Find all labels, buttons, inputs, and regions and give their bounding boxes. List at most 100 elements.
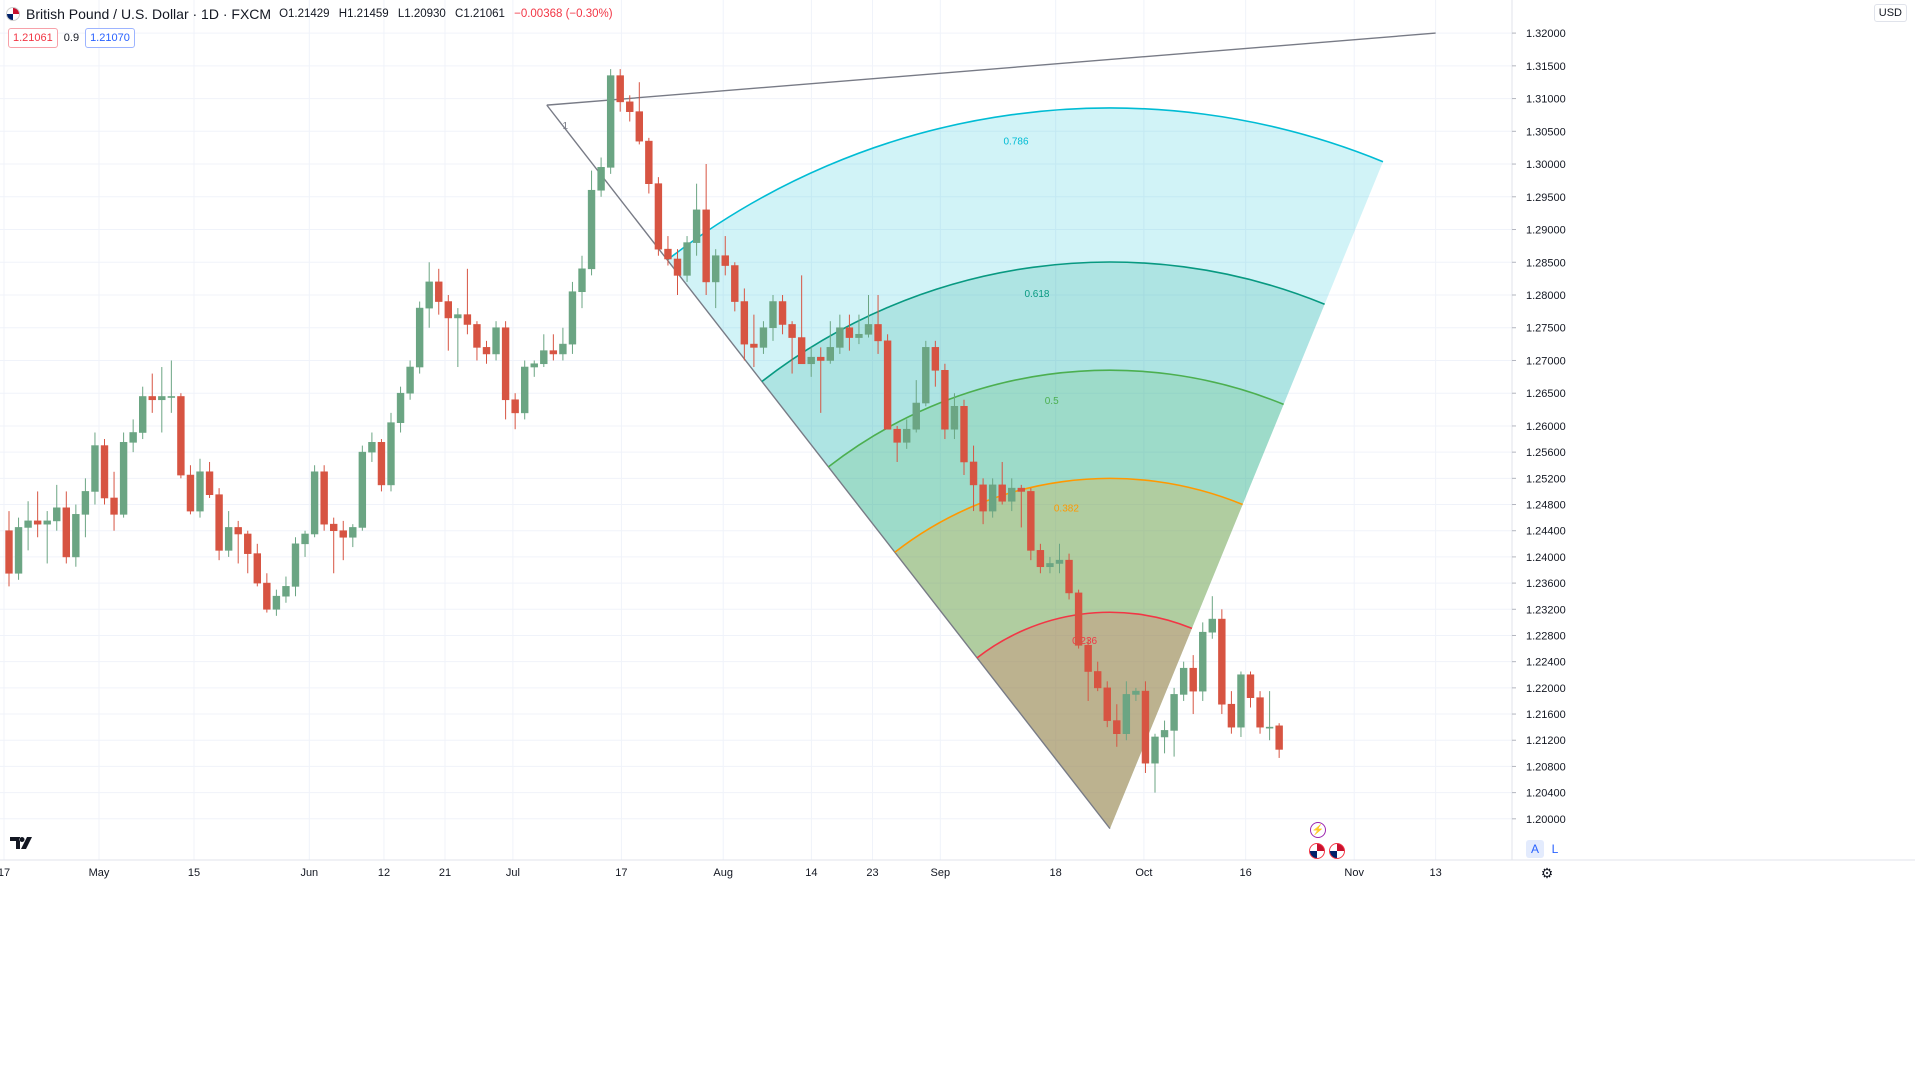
- flag-gb-event-icon[interactable]: [1329, 843, 1345, 859]
- candle-up: [692, 183, 701, 256]
- candle-down: [702, 164, 710, 295]
- candle-up: [711, 249, 720, 309]
- candle-body: [129, 432, 137, 443]
- candle-body: [5, 530, 13, 574]
- candle-body: [540, 350, 548, 365]
- fib-base-line: [546, 104, 1111, 830]
- candle-body: [158, 396, 166, 401]
- candle-body: [177, 396, 185, 476]
- high-value: H1.21459: [338, 8, 389, 20]
- candle-body: [578, 268, 586, 293]
- time-tick-label: 17: [0, 867, 10, 879]
- fib-level-label: 0.618: [1024, 289, 1049, 300]
- candle-body: [224, 527, 233, 551]
- candle-down: [731, 262, 739, 312]
- tradingview-logo-icon[interactable]: [10, 835, 38, 856]
- candle-body: [100, 445, 109, 499]
- log-scale-button[interactable]: L: [1551, 842, 1559, 856]
- candle-down: [1103, 681, 1111, 728]
- candle-body: [1084, 644, 1092, 672]
- candle-up: [119, 432, 128, 518]
- sell-price-button[interactable]: 1.21061: [8, 28, 58, 48]
- candle-body: [941, 369, 949, 430]
- candle-down: [740, 288, 749, 361]
- candle-down: [673, 249, 682, 295]
- candle-body: [91, 445, 99, 492]
- candle-body: [1199, 631, 1207, 692]
- candle-body: [72, 514, 80, 558]
- candle-body: [740, 301, 749, 345]
- candle-down: [511, 393, 519, 430]
- price-tick-label: 1.31000: [1526, 94, 1566, 106]
- candle-body: [387, 422, 395, 486]
- settings-gear-icon[interactable]: ⚙: [1540, 864, 1554, 881]
- candle-down: [1094, 661, 1102, 692]
- price-tick-label: 1.21600: [1526, 709, 1566, 721]
- candle-body: [750, 343, 758, 348]
- time-tick-label: 18: [1050, 867, 1062, 879]
- price-tick-label: 1.28000: [1526, 290, 1566, 302]
- symbol-title[interactable]: British Pound / U.S. Dollar · 1D · FXCM: [26, 6, 272, 22]
- fib-level-label: 0.5: [1045, 396, 1059, 407]
- candle-body: [358, 451, 367, 528]
- time-tick-label: 17: [615, 867, 627, 879]
- candle-body: [922, 347, 930, 404]
- candle-body: [253, 553, 261, 584]
- candle-body: [855, 333, 863, 338]
- candle-down: [941, 363, 949, 440]
- candle-body: [1218, 618, 1226, 705]
- candle-body: [606, 75, 615, 168]
- candle-down: [1065, 553, 1073, 600]
- candle-body: [272, 595, 281, 610]
- candle-body: [549, 350, 558, 355]
- price-tick-label: 1.27000: [1526, 355, 1566, 367]
- candle-up: [578, 255, 586, 309]
- price-tick-label: 1.26000: [1526, 421, 1566, 433]
- candle-body: [511, 399, 519, 414]
- candle-down: [797, 275, 806, 365]
- currency-selector[interactable]: USD: [1873, 4, 1907, 22]
- candle-body: [616, 75, 624, 103]
- candle-down: [979, 478, 987, 525]
- candle-down: [1246, 671, 1255, 708]
- candle-body: [139, 396, 147, 433]
- candle-body: [845, 327, 854, 338]
- time-tick-label: 15: [188, 867, 200, 879]
- candle-down: [33, 491, 42, 538]
- candlestick-series: [5, 69, 1283, 793]
- candle-body: [196, 471, 204, 512]
- price-tick-label: 1.31500: [1526, 61, 1566, 73]
- candle-up: [301, 530, 309, 557]
- candle-up: [1170, 687, 1178, 757]
- candle-up: [826, 321, 835, 364]
- change-value: −0.00368 (−0.30%): [514, 8, 613, 20]
- candle-up: [492, 321, 500, 361]
- fib-band: [894, 478, 1243, 829]
- candle-body: [62, 507, 71, 558]
- candle-body: [1256, 697, 1264, 728]
- time-tick-label: Aug: [713, 867, 733, 879]
- lightning-event-icon[interactable]: ⚡: [1310, 822, 1326, 838]
- time-tick-label: 12: [378, 867, 390, 879]
- candle-up: [43, 511, 51, 564]
- candle-body: [1160, 730, 1169, 738]
- candle-body: [883, 340, 892, 430]
- candle-body: [597, 167, 605, 191]
- auto-scale-button[interactable]: A: [1526, 840, 1544, 858]
- price-axis: 1.32000 1.31500 1.31000 1.30500 1.30000 1.295…: [1511, 0, 1915, 1080]
- candle-body: [931, 347, 940, 371]
- candle-down: [1141, 681, 1150, 773]
- candle-body: [1208, 618, 1217, 633]
- open-value: O1.21429: [279, 8, 330, 20]
- buy-price-button[interactable]: 1.21070: [85, 28, 135, 48]
- candle-body: [912, 402, 920, 430]
- candle-body: [205, 471, 214, 496]
- candle-down: [549, 334, 558, 361]
- candle-up: [224, 511, 233, 557]
- candle-body: [244, 533, 252, 554]
- price-tick-label: 1.30000: [1526, 159, 1566, 171]
- fib-arc-0.786: [666, 107, 1384, 261]
- flag-gb-event-icon[interactable]: [1309, 843, 1325, 859]
- candle-up: [368, 432, 376, 462]
